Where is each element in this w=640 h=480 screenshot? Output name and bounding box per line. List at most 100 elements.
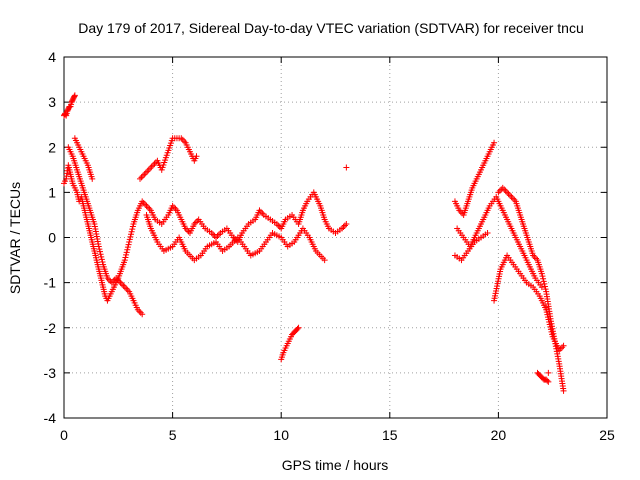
data-points bbox=[61, 92, 567, 394]
data-point bbox=[151, 160, 158, 167]
data-point bbox=[321, 257, 328, 264]
x-tick-label: 5 bbox=[169, 427, 177, 443]
data-point bbox=[142, 201, 149, 208]
chart-title: Day 179 of 2017, Sidereal Day-to-day VTE… bbox=[78, 20, 584, 36]
data-point bbox=[96, 248, 103, 255]
data-point bbox=[210, 231, 217, 238]
data-point bbox=[275, 222, 282, 229]
data-point bbox=[215, 231, 222, 238]
data-point bbox=[560, 387, 567, 394]
data-point bbox=[122, 254, 129, 261]
data-point bbox=[95, 243, 102, 250]
data-point bbox=[341, 222, 348, 229]
x-tick-label: 20 bbox=[491, 427, 507, 443]
data-point bbox=[123, 249, 130, 256]
data-point bbox=[124, 244, 131, 251]
data-point bbox=[504, 189, 511, 196]
data-point bbox=[121, 257, 128, 264]
data-point bbox=[137, 175, 144, 182]
data-point bbox=[295, 324, 302, 331]
y-tick-label: 4 bbox=[48, 49, 56, 65]
data-point bbox=[126, 239, 133, 246]
data-point bbox=[538, 270, 545, 277]
data-point bbox=[139, 172, 146, 179]
data-point bbox=[148, 163, 155, 170]
x-axis-title: GPS time / hours bbox=[282, 457, 389, 473]
data-point bbox=[542, 286, 549, 293]
x-tick-label: 0 bbox=[60, 427, 68, 443]
data-point bbox=[560, 342, 567, 349]
data-point bbox=[96, 246, 103, 253]
data-point bbox=[137, 309, 144, 316]
data-point bbox=[544, 377, 551, 384]
data-point bbox=[138, 174, 145, 181]
x-tick-label: 25 bbox=[599, 427, 615, 443]
y-axis-title: SDTVAR / TECUs bbox=[7, 182, 23, 294]
data-point bbox=[121, 284, 128, 291]
data-point bbox=[540, 278, 547, 285]
data-point bbox=[144, 204, 151, 211]
data-point bbox=[541, 280, 548, 287]
y-tick-label: -2 bbox=[44, 320, 57, 336]
data-point bbox=[89, 175, 96, 182]
data-point bbox=[505, 190, 512, 197]
data-point bbox=[99, 258, 106, 265]
axis-ticks bbox=[63, 56, 608, 419]
data-point bbox=[145, 166, 152, 173]
x-tick-label: 15 bbox=[382, 427, 398, 443]
data-point bbox=[118, 281, 125, 288]
data-point bbox=[139, 311, 146, 318]
data-point bbox=[541, 283, 548, 290]
data-point bbox=[128, 228, 135, 235]
y-tick-label: -4 bbox=[44, 410, 57, 426]
x-tick-label: 10 bbox=[273, 427, 289, 443]
data-point bbox=[71, 92, 78, 99]
data-point bbox=[129, 223, 136, 230]
data-point bbox=[193, 153, 200, 160]
data-point bbox=[214, 232, 221, 239]
data-point bbox=[194, 217, 201, 224]
data-point bbox=[129, 226, 136, 233]
y-tick-label: -1 bbox=[44, 275, 57, 291]
data-point bbox=[499, 184, 506, 191]
y-tick-label: 0 bbox=[48, 230, 56, 246]
data-point bbox=[501, 186, 508, 193]
data-point bbox=[98, 256, 105, 263]
data-point bbox=[123, 285, 130, 292]
data-point bbox=[128, 231, 135, 238]
data-point bbox=[484, 229, 491, 236]
data-point bbox=[97, 251, 104, 258]
data-point bbox=[62, 111, 69, 118]
data-point bbox=[559, 344, 566, 351]
data-point bbox=[125, 241, 132, 248]
data-point bbox=[143, 202, 150, 209]
data-point bbox=[545, 369, 552, 376]
data-point bbox=[340, 223, 347, 230]
data-point bbox=[540, 275, 547, 282]
y-tick-label: 2 bbox=[48, 139, 56, 155]
data-point bbox=[179, 136, 186, 143]
data-point bbox=[98, 253, 105, 260]
data-point bbox=[114, 276, 121, 283]
data-point bbox=[539, 273, 546, 280]
data-point bbox=[141, 171, 148, 178]
data-point bbox=[120, 282, 127, 289]
data-point bbox=[508, 193, 515, 200]
data-point bbox=[496, 187, 503, 194]
data-point bbox=[126, 236, 133, 243]
data-point bbox=[502, 187, 509, 194]
x-tick-labels: 0 5 10 15 20 25 bbox=[60, 427, 615, 443]
y-tick-label: -3 bbox=[44, 365, 57, 381]
y-tick-label: 3 bbox=[48, 94, 56, 110]
data-point bbox=[127, 233, 134, 240]
data-point bbox=[545, 378, 552, 385]
data-point bbox=[538, 284, 545, 291]
data-point bbox=[144, 168, 151, 175]
data-point bbox=[343, 220, 350, 227]
data-point bbox=[259, 210, 266, 217]
data-point bbox=[509, 195, 516, 202]
data-point bbox=[124, 246, 131, 253]
y-tick-label: 1 bbox=[48, 184, 56, 200]
data-point bbox=[147, 165, 154, 172]
